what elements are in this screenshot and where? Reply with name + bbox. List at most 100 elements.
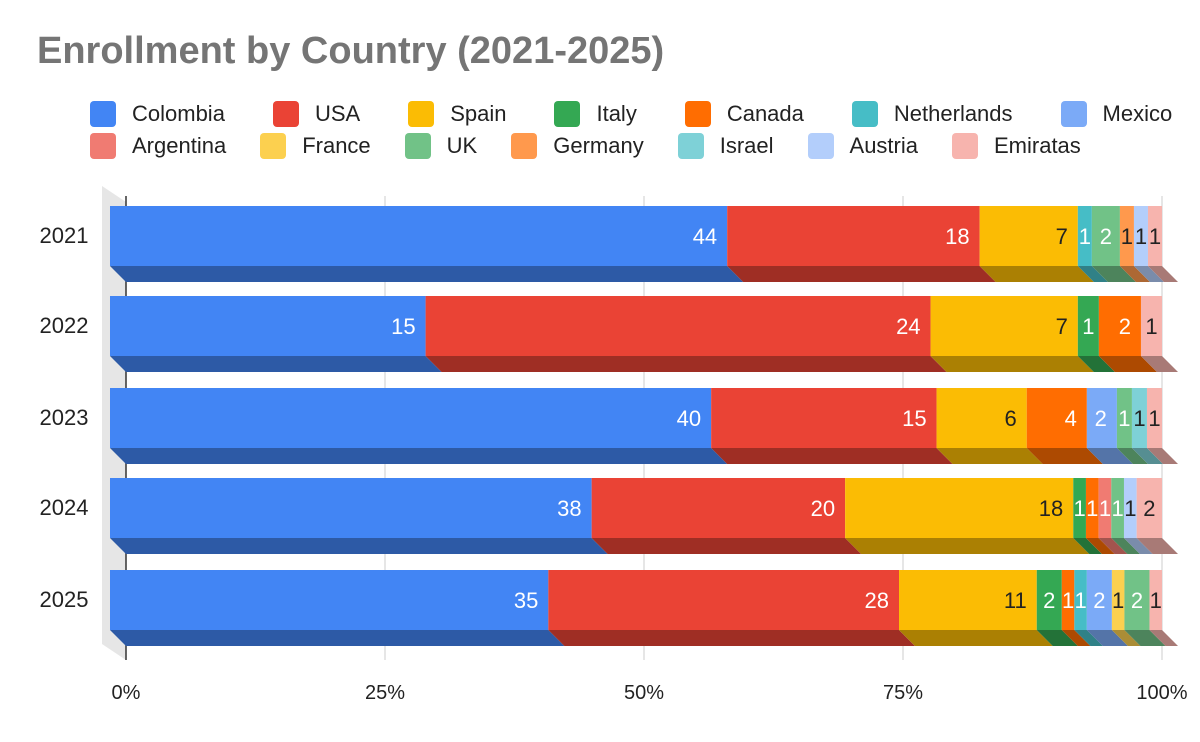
bar-segment-emiratas [1136,478,1162,538]
legend-swatch [404,133,431,159]
legend-label: UK [446,133,478,158]
data-label: 2 [1119,314,1131,339]
bar-segment-colombia [110,388,712,448]
legend-item[interactable]: Mexico [1060,101,1173,127]
data-label: 24 [896,314,920,339]
bar-segment-germany [1119,206,1134,266]
bar-segment-depth [727,266,996,282]
legend-label: USA [314,101,361,126]
legend-item[interactable]: Spain [408,101,506,127]
data-label: 2 [1093,588,1105,613]
bar-segment-depth [1147,266,1178,282]
bar-segment-italy [1073,478,1086,538]
bar-segment-uk [1116,388,1132,448]
legend-item[interactable]: Israel [677,133,774,159]
bar-segment-spain [845,478,1074,538]
bar-segment-france [1111,570,1125,630]
bar-segment-italy [1036,570,1062,630]
y-category-label: 2024 [40,495,89,520]
legend-item[interactable]: UK [404,133,478,159]
legend-label: Netherlands [893,101,1013,126]
legend-item[interactable]: Italy [554,101,637,127]
bar-segment-usa [425,296,931,356]
bar-segment-depth [845,538,1090,554]
legend-swatch [260,133,287,159]
bar-segment-depth [1077,266,1108,282]
legend-label: Emiratas [994,133,1081,158]
legend-item[interactable]: Canada [684,101,804,127]
x-tick-label: 50% [624,682,664,704]
bar-segment-depth [1149,630,1178,646]
legend-item[interactable]: Austria [807,133,918,159]
x-tick-label: 100% [1136,682,1187,704]
bar-segment-depth [1140,356,1178,372]
data-label: 1 [1124,496,1136,521]
legend-swatch [684,101,711,127]
data-label: 6 [1004,406,1016,431]
data-label: 35 [514,588,538,613]
data-label: 7 [1056,314,1068,339]
legend-swatch [851,101,878,127]
bar-segment-depth [110,538,608,554]
bar-segment-emiratas [1140,296,1162,356]
bar-segment-usa [548,570,899,630]
bar-segment-depth [110,266,744,282]
legend-item[interactable]: Netherlands [851,101,1013,127]
y-category-label: 2025 [40,587,89,612]
bar-segment-depth [1111,538,1140,554]
legend-item[interactable]: Emiratas [952,133,1081,159]
bar-segment-canada [1098,296,1141,356]
data-label: 15 [902,406,926,431]
data-label: 4 [1065,406,1077,431]
bar-segment-emiratas [1149,570,1162,630]
bar-segment-depth [979,266,1094,282]
legend-label: Austria [849,133,918,158]
bar-segment-argentina [1098,478,1112,538]
legend-swatch [952,133,978,159]
data-label: 1 [1099,496,1111,521]
legend-item[interactable]: Colombia [90,101,225,127]
legend-row: Argentina France UK Germany Israel Austria Emi… [90,130,1150,162]
bar-segment-depth [1091,266,1136,282]
bar-segment-depth [1026,448,1103,464]
legend-swatch [1060,101,1087,127]
bar-segment-mexico [1086,388,1117,448]
bar-segment-depth [711,448,953,464]
legend-item[interactable]: Germany [511,133,644,159]
bar-segment-depth [1119,266,1150,282]
data-label: 1 [1121,224,1133,249]
data-label: 18 [945,224,969,249]
bar-segment-depth [1086,630,1128,646]
bar-segment-depth [1098,356,1157,372]
data-label: 1 [1133,406,1145,431]
legend-swatch [511,133,538,159]
bar-segment-depth [425,356,947,372]
bar-segment-austria [1133,206,1148,266]
bar-segment-depth [1116,448,1148,464]
bar-segment-mexico [1086,570,1112,630]
bar-segment-depth [1086,448,1133,464]
legend-label: Spain [450,101,507,126]
bar-segment-depth [936,448,1043,464]
data-label: 1 [1073,496,1085,521]
legend-swatch [807,133,834,159]
data-label: 28 [865,588,889,613]
legend-label: Germany [553,133,644,158]
legend-item[interactable]: Argentina [90,133,226,159]
legend-item[interactable]: USA [272,101,361,127]
data-label: 1 [1149,224,1161,249]
bar-segment-depth [1085,538,1115,554]
legend-label: Argentina [132,133,227,158]
bar-segment-depth [110,448,728,464]
bar-segment-depth [1098,538,1128,554]
bar-segment-depth [1133,266,1164,282]
legend-label: Israel [719,133,774,158]
legend-label: France [302,133,371,158]
legend-label: Mexico [1102,101,1173,126]
bar-segment-canada [1026,388,1087,448]
data-label: 18 [1039,496,1063,521]
bar-segment-spain [930,296,1078,356]
legend-swatch [90,133,116,159]
legend-item[interactable]: France [260,133,371,159]
bar-segment-depth [110,630,565,646]
